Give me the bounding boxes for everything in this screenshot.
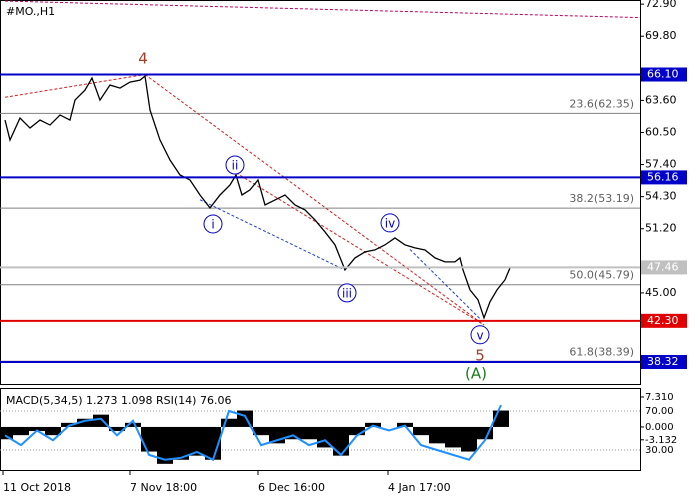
y-tick-label: 45.00 [645,286,677,299]
wave-label: iv [385,216,395,230]
macd-bar [77,418,93,427]
y-tick-label: 0.000 [645,422,674,433]
macd-bar [349,426,365,436]
wave-label: 5 [475,346,485,364]
y2-tick-label: 70.00 [645,406,674,417]
macd-bar [413,426,429,436]
level-label: 56.16 [647,170,679,183]
y2-tick-label: 30.00 [645,445,674,456]
level-label-box [641,170,687,185]
trendline [409,249,481,320]
wave-circle [225,155,245,175]
trendline [235,172,485,326]
trendline [144,74,485,326]
x-tick-label: 7 Nov 18:00 [130,481,197,494]
macd-bar [109,426,125,432]
wave-label: iii [342,286,352,300]
x-tick-label: 6 Dec 16:00 [258,481,325,494]
level-label-box [641,260,687,275]
wave-circle [203,214,223,234]
trendline [4,0,641,19]
macd-bar [45,426,61,436]
level-label-box [641,355,687,370]
wave-label: i [211,217,214,231]
main-panel [0,0,641,385]
y-tick-label: 57.40 [645,158,677,171]
wave-circle [337,283,357,303]
macd-bar [429,426,445,444]
y-tick-label: 72.90 [645,0,677,10]
level-label: 47.46 [647,260,679,273]
macd-bar [189,426,205,456]
wave-circle [470,325,490,345]
macd-bar [173,426,189,460]
level-label: 66.10 [647,68,679,81]
fib-label: 61.8(38.39) [569,345,634,358]
fib-label: 23.6(62.35) [569,97,634,110]
rsi-line [4,404,502,462]
macd-bar [29,426,45,432]
macd-bar [157,426,173,464]
wave-label: (A) [465,364,487,382]
macd-bar [125,422,141,427]
y-tick-label: 7.310 [645,392,674,403]
macd-bar [253,426,269,436]
indicator-title: MACD(5,34,5) 1.273 1.098 RSI(14) 76.06 [6,394,231,407]
macd-bar [0,426,13,440]
macd-bar [333,426,349,456]
fib-label: 50.0(45.79) [569,269,634,282]
y-tick-label: 63.60 [645,93,677,106]
macd-bar [13,426,29,436]
wave-circle [380,213,400,233]
y-tick-label: 69.80 [645,29,677,42]
trendline [4,74,146,98]
x-tick-label: 4 Jan 17:00 [388,481,451,494]
x-tick-label: 11 Oct 2018 [3,481,71,494]
y-tick-label: -3.132 [645,435,677,446]
macd-bar [205,426,221,460]
y-tick-label: 60.50 [645,125,677,138]
level-label-box [641,67,687,82]
y-tick-label: 54.30 [645,190,677,203]
macd-bar [221,418,237,427]
macd-bar [445,426,461,448]
level-label: 38.32 [647,355,679,368]
chart-title: #MO.,H1 [6,5,55,18]
wave-label: v [476,328,483,342]
y-tick-label: 51.20 [645,222,677,235]
macd-bar [461,426,477,452]
macd-bar [301,426,317,440]
level-label: 42.30 [647,314,679,327]
wave-label: ii [232,158,239,172]
macd-bar [141,426,157,452]
trendline [199,199,346,271]
fib-label: 38.2(53.19) [569,192,634,205]
price-line [4,74,511,320]
wave-label: 4 [138,50,148,68]
level-label-box [641,313,687,328]
